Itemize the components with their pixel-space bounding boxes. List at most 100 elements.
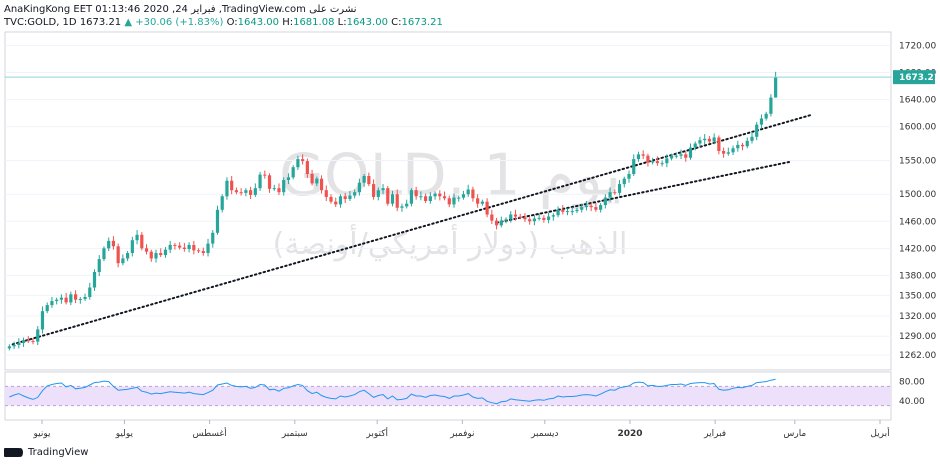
candle-body	[140, 234, 144, 249]
candle-body	[447, 198, 451, 205]
rsi-band	[5, 386, 891, 406]
candle-body	[660, 163, 664, 165]
candle-body	[230, 180, 234, 191]
candle-body	[608, 192, 612, 198]
candle-body	[92, 271, 97, 288]
candle-body	[248, 190, 253, 195]
candle-body	[239, 192, 243, 194]
candle-body	[769, 97, 773, 114]
price-tick-label: 1380.00	[899, 271, 936, 281]
candle-body	[504, 219, 508, 221]
candle-body	[584, 205, 589, 208]
candle-body	[353, 192, 357, 196]
candle-body	[589, 205, 593, 208]
candle-body	[334, 201, 338, 205]
candle-body	[121, 258, 125, 264]
candle-body	[348, 195, 352, 199]
candle-body	[88, 287, 92, 297]
candle-body	[419, 196, 423, 198]
candle-body	[717, 137, 721, 151]
candle-body	[442, 196, 447, 199]
time-tick-label: مارس	[783, 429, 806, 439]
candle-body	[409, 190, 414, 204]
candle-body	[154, 253, 158, 259]
candle-body	[580, 207, 584, 210]
candle-body	[731, 148, 735, 153]
candle-body	[244, 190, 248, 193]
price-tick-label: 1290.00	[899, 332, 936, 342]
footer-brand: TradingView	[4, 447, 88, 458]
candle-body	[745, 140, 749, 147]
candle-body	[613, 192, 617, 194]
candle-body	[636, 154, 641, 160]
candle-body	[599, 205, 603, 210]
symbol-label: TVC:GOLD, 1D	[4, 17, 77, 28]
time-tick-label: أكتوبر	[365, 427, 388, 439]
candle-body	[622, 178, 626, 185]
grid	[5, 45, 891, 356]
candle-body	[433, 193, 437, 197]
candle-body	[546, 216, 551, 220]
candle-body	[234, 190, 239, 193]
candle-body	[575, 209, 579, 212]
candle-body	[192, 244, 196, 251]
time-tick-label: يوليو	[115, 429, 134, 439]
price-pane-frame	[4, 31, 892, 371]
candle-body	[669, 155, 674, 159]
last-price: 1673.21	[79, 17, 122, 28]
time-tick-label: 2020	[617, 429, 642, 439]
candle-body	[149, 251, 153, 259]
candle-body	[21, 340, 26, 343]
candle-body	[561, 209, 565, 212]
price-tick-label: 1320.00	[899, 312, 936, 322]
high-label: H:	[282, 17, 294, 28]
candle-body	[665, 158, 669, 164]
time-tick-label: فبراير	[703, 429, 726, 439]
candle-body	[565, 211, 570, 213]
ohlc-legend: TVC:GOLD, 1D 1673.21 ▲ +30.06 (+1.83%) O…	[4, 16, 443, 29]
candle-body	[750, 136, 754, 141]
candle-body	[485, 201, 489, 215]
candle-body	[310, 173, 314, 184]
rsi-tick-label: 80.00	[899, 378, 925, 388]
candle-body	[36, 329, 40, 342]
price-tick-label: 1720.00	[899, 42, 936, 52]
time-tick-label: أغسطس	[193, 427, 227, 439]
candle-body	[215, 209, 220, 233]
tradingview-logo-icon	[4, 448, 23, 457]
candle-body	[594, 207, 598, 210]
open-value: 1643.00	[237, 17, 279, 28]
candle-body	[528, 219, 532, 222]
candle-body	[367, 175, 371, 185]
time-tick-label: يونيو	[32, 429, 51, 439]
candle-body	[740, 144, 745, 147]
trendline	[495, 160, 791, 224]
candle-body	[513, 214, 518, 217]
candle-body	[703, 138, 707, 141]
last-price-tag: 1673.21	[893, 70, 940, 85]
candle-body	[655, 161, 659, 164]
low-value: 1643.00	[346, 17, 388, 28]
price-tick-label: 1350.00	[899, 292, 936, 302]
candle-body	[712, 137, 716, 142]
candle-body	[400, 206, 404, 208]
candle-body	[376, 190, 380, 197]
candle-body	[674, 155, 678, 157]
candle-body	[211, 232, 215, 244]
candle-body	[12, 344, 16, 347]
candle-body	[390, 194, 395, 204]
candle-body	[201, 251, 205, 254]
candle-body	[466, 189, 470, 195]
brand-label: TradingView	[28, 447, 89, 458]
candle-body	[693, 143, 697, 148]
candle-body	[471, 189, 475, 199]
candle-body	[319, 178, 324, 191]
candle-body	[537, 217, 541, 219]
candle-body	[722, 150, 726, 154]
candle-body	[603, 197, 607, 206]
candle-body	[532, 218, 537, 222]
publish-info: AnaKingKong EET 01:13:46 2020 ,24 فبراير…	[4, 4, 357, 15]
candle-body	[518, 216, 522, 218]
candles	[7, 71, 778, 351]
